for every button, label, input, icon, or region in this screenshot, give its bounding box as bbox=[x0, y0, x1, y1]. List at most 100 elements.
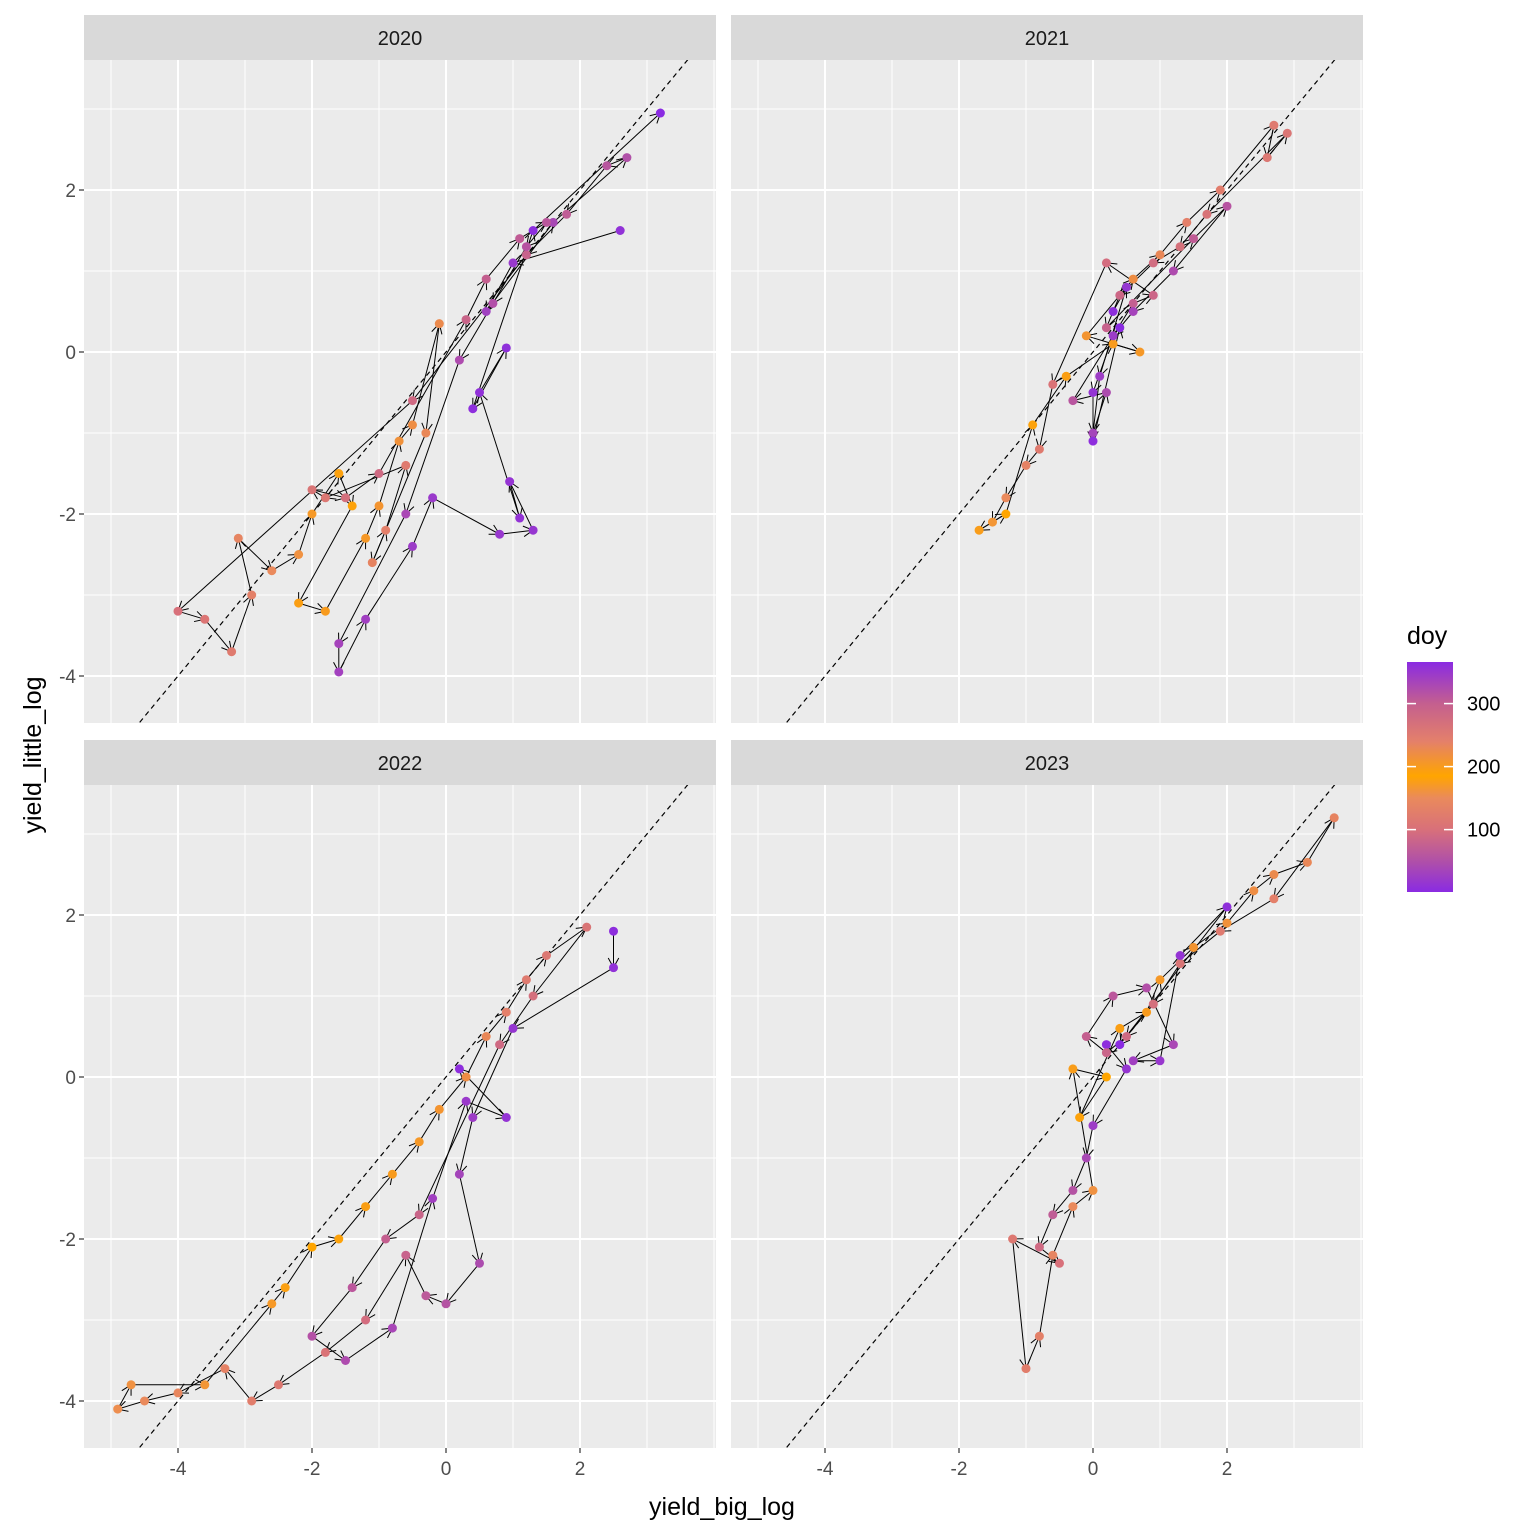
data-point bbox=[1055, 1258, 1064, 1268]
data-point bbox=[434, 319, 444, 329]
path-segment bbox=[278, 1351, 326, 1386]
data-point bbox=[1128, 307, 1138, 316]
path-segment bbox=[378, 440, 400, 507]
data-point bbox=[1175, 959, 1185, 969]
path-segment bbox=[1085, 995, 1114, 1037]
path-segment bbox=[325, 464, 406, 499]
panel-background bbox=[731, 785, 1363, 1448]
path-segment bbox=[485, 238, 521, 280]
data-point bbox=[1101, 323, 1111, 333]
path-segment bbox=[1092, 376, 1101, 434]
path-segment bbox=[351, 1238, 387, 1288]
data-point bbox=[1101, 388, 1111, 397]
path-segment bbox=[324, 538, 367, 612]
data-point bbox=[320, 1347, 330, 1357]
data-point bbox=[414, 1210, 424, 1220]
path-segment bbox=[1106, 1044, 1127, 1070]
data-point bbox=[655, 108, 665, 118]
legend-tick-label: 200 bbox=[1467, 757, 1500, 779]
path-segment bbox=[311, 1238, 339, 1248]
path-segment bbox=[1025, 1336, 1040, 1369]
path-segment bbox=[1052, 262, 1107, 385]
data-point bbox=[1115, 290, 1125, 300]
path-segment bbox=[526, 222, 547, 248]
path-segment bbox=[1038, 384, 1054, 450]
data-point bbox=[267, 566, 277, 576]
data-point bbox=[562, 209, 572, 219]
data-point bbox=[1088, 428, 1098, 438]
data-point bbox=[602, 161, 612, 171]
identity-reference-line bbox=[138, 60, 689, 723]
path-segment bbox=[378, 319, 467, 474]
y-tick-label: 0 bbox=[65, 343, 76, 364]
path-segment bbox=[1159, 222, 1188, 256]
x-tick-label: 0 bbox=[1088, 1459, 1099, 1480]
path-segment bbox=[231, 594, 253, 652]
path-segment bbox=[365, 505, 380, 539]
path-segment bbox=[546, 926, 587, 956]
data-point bbox=[361, 533, 371, 543]
x-tick-label: -4 bbox=[817, 1459, 834, 1480]
data-point bbox=[408, 420, 417, 430]
path-segment bbox=[237, 538, 253, 596]
data-point bbox=[1128, 274, 1138, 284]
data-point bbox=[988, 517, 997, 527]
data-point bbox=[361, 1315, 371, 1325]
path-segment bbox=[311, 1335, 346, 1361]
data-point bbox=[521, 242, 531, 252]
data-point bbox=[468, 404, 478, 414]
data-point bbox=[320, 606, 330, 616]
data-point bbox=[1048, 1250, 1058, 1260]
path-segment bbox=[325, 1319, 366, 1353]
data-point bbox=[227, 647, 237, 657]
data-point bbox=[394, 436, 404, 446]
data-point bbox=[1068, 1185, 1078, 1195]
facet-strip-label: 2022 bbox=[378, 753, 423, 775]
path-segment bbox=[492, 246, 527, 304]
data-point bbox=[441, 1299, 451, 1309]
data-point bbox=[307, 485, 317, 495]
path-segment bbox=[284, 1246, 313, 1288]
path-segment bbox=[311, 1287, 353, 1337]
data-point bbox=[515, 513, 525, 523]
path-segment bbox=[298, 505, 353, 604]
data-point bbox=[1115, 323, 1125, 333]
path-segment bbox=[1085, 1125, 1094, 1159]
path-segment bbox=[1226, 890, 1255, 924]
panel-2021: 2021 bbox=[731, 15, 1363, 723]
path-segment bbox=[1072, 1157, 1087, 1191]
facet-strip bbox=[731, 740, 1363, 785]
path-segment bbox=[458, 1174, 480, 1264]
panel-background bbox=[84, 60, 716, 723]
data-point bbox=[501, 1113, 511, 1122]
data-point bbox=[307, 1331, 317, 1341]
data-point bbox=[468, 1113, 478, 1122]
data-point bbox=[173, 606, 183, 616]
path-segment bbox=[1153, 246, 1181, 264]
data-point bbox=[508, 1023, 518, 1033]
data-point bbox=[1101, 1072, 1111, 1082]
path-segment bbox=[177, 1368, 226, 1394]
data-point bbox=[1021, 460, 1031, 470]
data-point bbox=[461, 315, 471, 325]
data-point bbox=[233, 533, 243, 543]
facet-strip-label: 2023 bbox=[1025, 753, 1070, 775]
x-tick-label: 2 bbox=[575, 1459, 586, 1480]
data-point bbox=[1081, 1153, 1091, 1163]
data-point bbox=[334, 1234, 344, 1244]
data-point bbox=[401, 509, 411, 519]
data-point bbox=[521, 250, 531, 260]
data-point bbox=[1088, 1121, 1098, 1131]
path-segment bbox=[472, 347, 507, 409]
panel-background bbox=[731, 60, 1363, 723]
data-point bbox=[140, 1396, 149, 1406]
data-point bbox=[1095, 371, 1105, 381]
data-point bbox=[1088, 388, 1098, 397]
data-point bbox=[481, 1032, 491, 1041]
data-point bbox=[475, 1258, 484, 1268]
data-point bbox=[347, 1283, 357, 1293]
data-point bbox=[495, 529, 505, 539]
path-segment bbox=[1186, 189, 1221, 223]
data-point bbox=[414, 1137, 424, 1147]
data-point bbox=[1108, 991, 1118, 1001]
